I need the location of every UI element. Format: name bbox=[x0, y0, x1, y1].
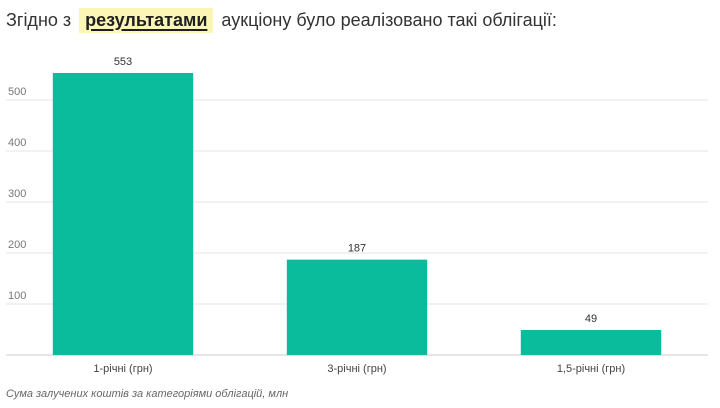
category-label: 3-річні (грн) bbox=[327, 363, 386, 375]
bar bbox=[286, 259, 428, 355]
y-tick-label: 100 bbox=[8, 290, 26, 302]
labels-layer: 100 200 300 400 500 553 1-річні (грн) 187 3-річн… bbox=[8, 56, 625, 375]
page-title: Згідно з результатами аукціону було реал… bbox=[6, 6, 557, 34]
title-text-before: Згідно з bbox=[6, 9, 72, 30]
bar-value-label: 187 bbox=[348, 243, 366, 255]
category-label: 1-річні (грн) bbox=[93, 363, 152, 375]
bar bbox=[52, 72, 194, 355]
bar-value-label: 49 bbox=[585, 313, 597, 325]
bars-layer bbox=[52, 72, 662, 355]
y-tick-label: 300 bbox=[8, 188, 26, 200]
y-tick-label: 400 bbox=[8, 137, 26, 149]
title-text-after: аукціону було реалізовано такі облігації… bbox=[221, 9, 557, 30]
y-tick-label: 200 bbox=[8, 239, 26, 251]
chart-caption: Сума залучених коштів за категоріями обл… bbox=[6, 388, 289, 400]
bar bbox=[520, 330, 662, 355]
bar-chart: 100 200 300 400 500 553 1-річні (грн) 187 3-річн… bbox=[6, 56, 708, 375]
category-label: 1,5-річні (грн) bbox=[557, 363, 625, 375]
bar-value-label: 553 bbox=[114, 56, 132, 68]
title-highlight-link[interactable]: результатами bbox=[79, 7, 214, 33]
y-tick-label: 500 bbox=[8, 86, 26, 98]
